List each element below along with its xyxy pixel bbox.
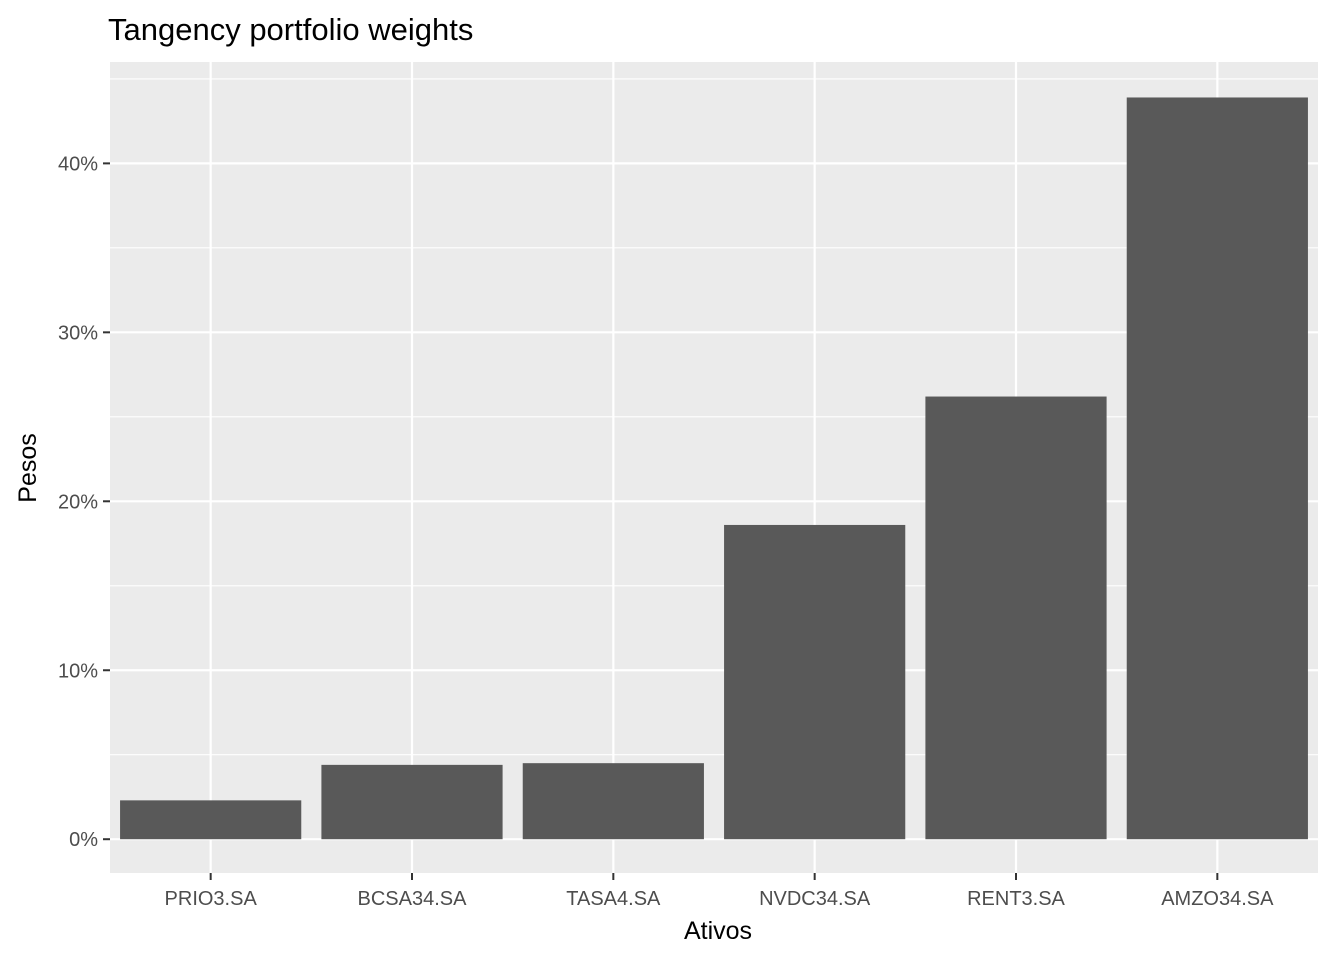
y-tick-label: 0% (69, 829, 98, 851)
y-tick-label: 30% (58, 322, 98, 344)
x-axis: PRIO3.SA BCSA34.SA TASA4.SA NVDC34.SA RENT3.… (165, 873, 1274, 910)
y-tick-label: 10% (58, 660, 98, 682)
x-tick-label: AMZO34.SA (1161, 888, 1274, 910)
x-tick-label: RENT3.SA (967, 888, 1065, 910)
bar (724, 524, 906, 840)
y-tick-label: 20% (58, 491, 98, 513)
y-axis: 0% 10% 20% 30% 40% (58, 153, 110, 851)
x-tick-label: BCSA34.SA (358, 888, 468, 910)
bar (321, 764, 503, 840)
bar (120, 800, 302, 840)
x-tick-label: PRIO3.SA (165, 888, 258, 910)
plot-panel (110, 62, 1318, 873)
bars (120, 97, 1308, 840)
bar (925, 396, 1107, 840)
minor-gridlines (110, 78, 1318, 756)
x-axis-title: Ativos (684, 917, 752, 945)
x-tick-label: NVDC34.SA (759, 888, 871, 910)
bar (522, 763, 704, 840)
x-tick-label: TASA4.SA (566, 888, 661, 910)
bar (1126, 97, 1308, 840)
y-tick-label: 40% (58, 153, 98, 175)
y-axis-title: Pesos (14, 433, 42, 502)
chart-title: Tangency portfolio weights (108, 12, 473, 47)
